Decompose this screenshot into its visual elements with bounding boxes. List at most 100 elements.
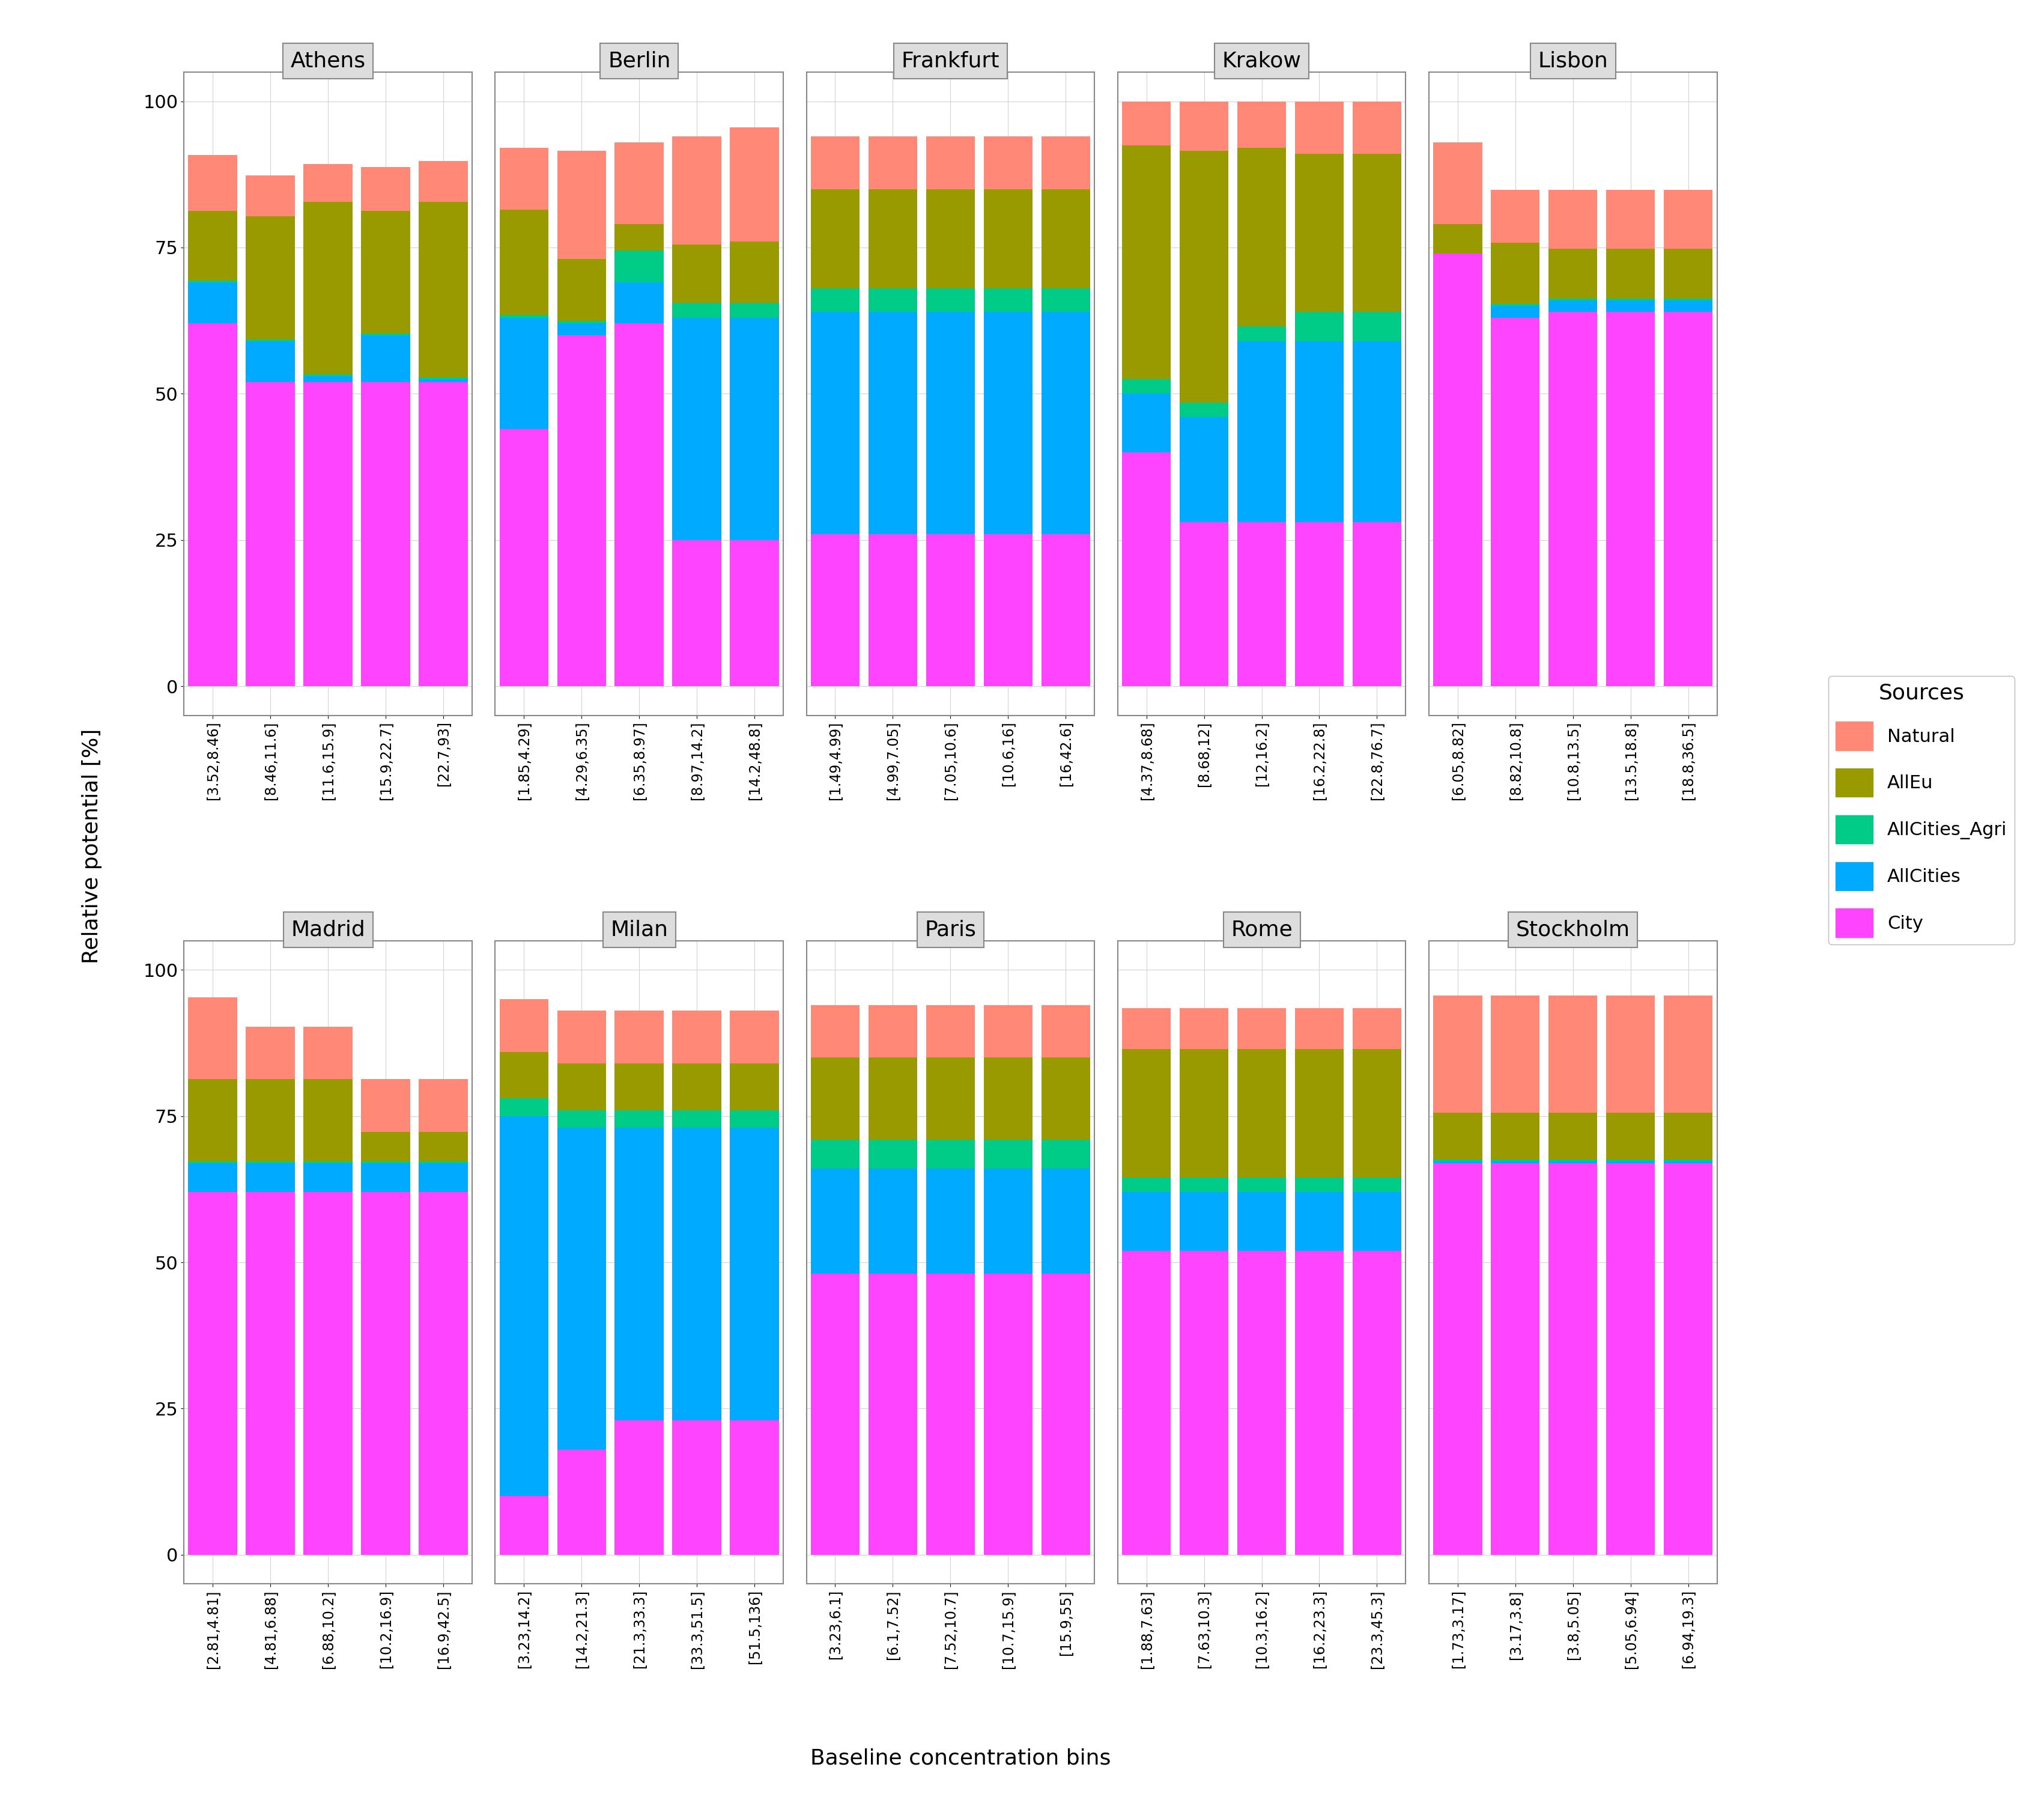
Bar (1122, 101, 1171, 146)
Bar (811, 288, 861, 311)
Bar (869, 1274, 918, 1555)
Bar (419, 160, 468, 202)
Bar (1294, 153, 1343, 311)
Bar (869, 311, 918, 535)
Bar (926, 1168, 975, 1274)
Bar (1294, 311, 1343, 340)
Bar (1122, 1008, 1171, 1049)
Bar (1490, 243, 1539, 304)
Bar (1433, 223, 1482, 254)
Bar (983, 137, 1032, 189)
Title: Athens: Athens (290, 50, 366, 72)
Bar (983, 189, 1032, 288)
Bar (615, 283, 664, 324)
Title: Stockholm: Stockholm (1517, 920, 1629, 940)
Bar (419, 1132, 468, 1161)
Bar (1549, 995, 1596, 1112)
Bar (1294, 1177, 1343, 1192)
Bar (558, 335, 607, 686)
Bar (305, 1080, 352, 1161)
Bar (730, 128, 779, 241)
Bar (362, 382, 411, 686)
Bar (730, 317, 779, 540)
Bar (499, 999, 548, 1051)
Bar (615, 1420, 664, 1555)
Bar (1294, 101, 1343, 153)
Bar (730, 302, 779, 317)
Bar (188, 283, 237, 324)
Bar (1664, 995, 1713, 1112)
Bar (730, 1064, 779, 1111)
Bar (1294, 522, 1343, 686)
Bar (1122, 394, 1171, 452)
Bar (926, 311, 975, 535)
Bar (730, 540, 779, 686)
Bar (1237, 340, 1286, 522)
Bar (305, 376, 352, 382)
Bar (1237, 1049, 1286, 1177)
Legend: Natural, AllEu, AllCities_Agri, AllCities, City: Natural, AllEu, AllCities_Agri, AllCitie… (1829, 675, 2015, 945)
Bar (869, 288, 918, 311)
Bar (1179, 151, 1228, 403)
Bar (672, 302, 722, 317)
Bar (305, 1163, 352, 1192)
Bar (811, 1058, 861, 1139)
Bar (615, 1129, 664, 1420)
Bar (926, 535, 975, 686)
Bar (869, 1004, 918, 1058)
Bar (1040, 1139, 1089, 1168)
Bar (1353, 101, 1402, 153)
Bar (1040, 1274, 1089, 1555)
Bar (419, 1080, 468, 1132)
Bar (1294, 1049, 1343, 1177)
Bar (1664, 248, 1713, 299)
Bar (362, 1192, 411, 1555)
Bar (1607, 1112, 1656, 1159)
Bar (188, 997, 237, 1080)
Bar (1237, 1251, 1286, 1555)
Title: Lisbon: Lisbon (1537, 50, 1609, 72)
Bar (1237, 1192, 1286, 1251)
Bar (419, 202, 468, 378)
Bar (672, 1420, 722, 1555)
Bar (1549, 1163, 1596, 1555)
Bar (245, 1026, 294, 1080)
Bar (1294, 1192, 1343, 1251)
Bar (672, 1111, 722, 1129)
Bar (1353, 1008, 1402, 1049)
Bar (1490, 1112, 1539, 1159)
Text: Baseline concentration bins: Baseline concentration bins (809, 1748, 1112, 1768)
Bar (1353, 1192, 1402, 1251)
Bar (1237, 101, 1286, 148)
Bar (1040, 1058, 1089, 1139)
Bar (1664, 311, 1713, 686)
Bar (558, 1111, 607, 1129)
Bar (672, 1064, 722, 1111)
Bar (983, 1139, 1032, 1168)
Bar (672, 540, 722, 686)
Bar (1179, 403, 1228, 418)
Title: Milan: Milan (611, 920, 668, 940)
Bar (1353, 311, 1402, 340)
Bar (1237, 326, 1286, 340)
Bar (245, 216, 294, 340)
Bar (926, 288, 975, 311)
Bar (1433, 254, 1482, 686)
Bar (305, 1026, 352, 1080)
Title: Krakow: Krakow (1222, 50, 1302, 72)
Bar (499, 1098, 548, 1116)
Bar (730, 241, 779, 302)
Bar (499, 1051, 548, 1098)
Bar (1122, 380, 1171, 394)
Bar (1237, 522, 1286, 686)
Bar (245, 1080, 294, 1161)
Bar (672, 137, 722, 245)
Bar (1179, 522, 1228, 686)
Bar (1353, 1251, 1402, 1555)
Bar (1040, 137, 1089, 189)
Bar (926, 1058, 975, 1139)
Bar (730, 1129, 779, 1420)
Bar (499, 317, 548, 428)
Bar (983, 1004, 1032, 1058)
Bar (926, 1274, 975, 1555)
